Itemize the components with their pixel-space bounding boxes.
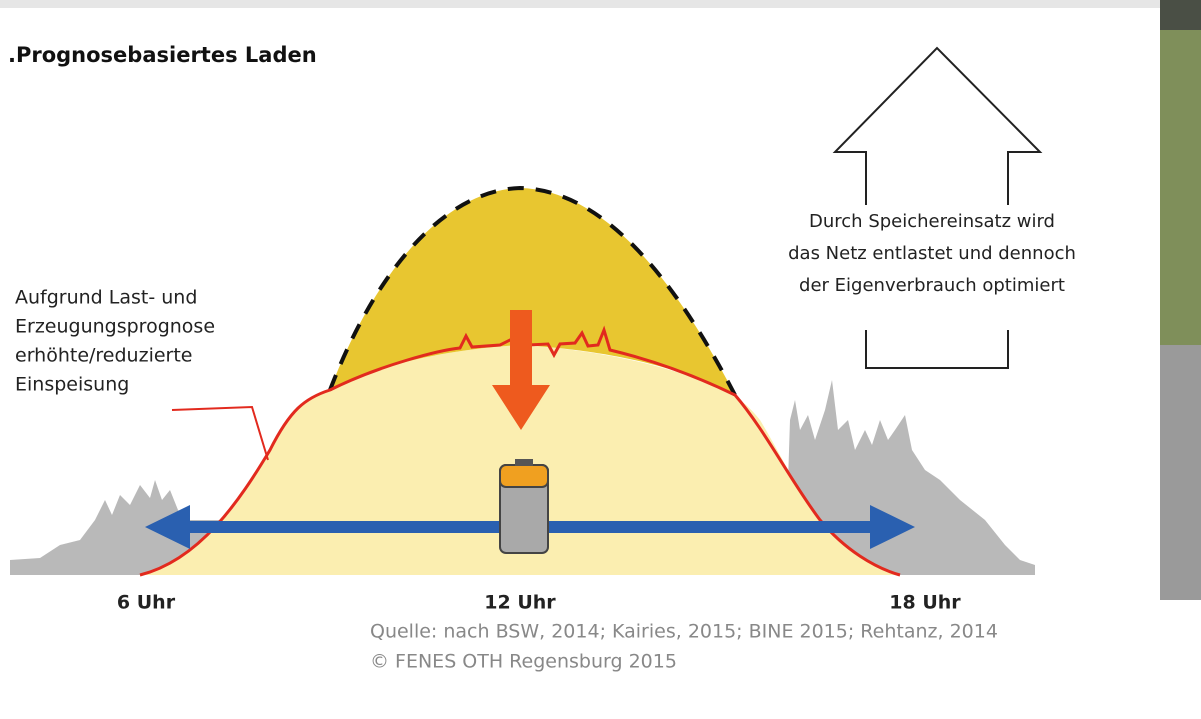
top-border (0, 0, 1201, 8)
time-label: 12 Uhr (484, 592, 556, 614)
page: .Prognosebasiertes Laden Aufgrund Last- … (0, 0, 1201, 719)
pointer-line (172, 407, 268, 460)
callout-line: Durch Speichereinsatz wird (809, 211, 1055, 232)
time-label: 6 Uhr (117, 592, 176, 614)
callout-arrow-top (835, 48, 1040, 205)
photo-grass (1160, 0, 1201, 345)
battery-cap (500, 465, 548, 487)
annotation-line: Einspeisung (15, 374, 129, 396)
annotation-line: erhöhte/reduzierte (15, 345, 193, 367)
time-label: 18 Uhr (889, 592, 961, 614)
battery-terminal (515, 459, 533, 466)
annotation-line: Aufgrund Last- und (15, 287, 197, 309)
source-line: © FENES OTH Regensburg 2015 (370, 651, 677, 673)
annotation-line: Erzeugungsprognose (15, 316, 215, 338)
source-line: Quelle: nach BSW, 2014; Kairies, 2015; B… (370, 621, 998, 643)
callout-line: der Eigenverbrauch optimiert (799, 275, 1065, 296)
callout-line: das Netz entlastet und dennoch (788, 243, 1076, 264)
title: .Prognosebasiertes Laden (8, 43, 317, 67)
callout-arrow-bottom (866, 330, 1008, 368)
infographic: .Prognosebasiertes Laden Aufgrund Last- … (0, 0, 1201, 719)
photo-top (1160, 0, 1201, 30)
photo-paving (1160, 345, 1201, 600)
